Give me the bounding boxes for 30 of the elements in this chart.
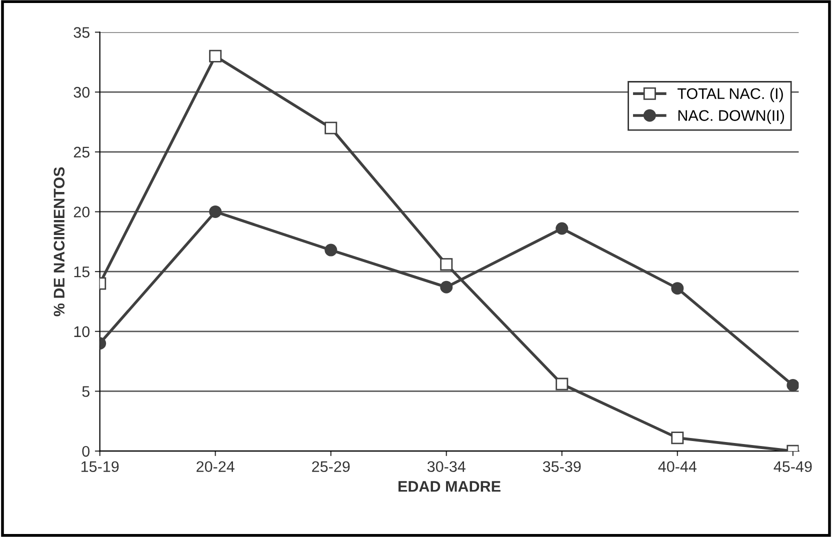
point	[556, 378, 568, 390]
x-tick-label: 40-44	[658, 461, 697, 472]
x-tick-label: 20-24	[196, 461, 234, 472]
y-tick-label: 0	[82, 446, 90, 457]
x-tick-label: 30-34	[427, 461, 466, 472]
x-tick-label: 35-39	[542, 461, 581, 472]
y-tick-label: 30	[74, 86, 90, 98]
point	[671, 432, 684, 444]
y-tick-label: 5	[82, 386, 90, 397]
y-tick-label: 20	[74, 206, 90, 218]
point	[209, 205, 222, 218]
point	[324, 122, 338, 134]
x-tick-label: 25-29	[312, 461, 350, 472]
point	[786, 379, 799, 392]
x-tick-label: 15-19	[81, 461, 119, 472]
x-axis-title: EDAD MADRE	[398, 481, 500, 492]
y-tick-label: 10	[74, 326, 90, 338]
x-tick-label: 45-49	[774, 461, 812, 472]
point	[556, 222, 568, 235]
legend-label: TOTAL NAC. (I)	[678, 88, 783, 102]
point	[324, 244, 338, 256]
y-tick-label: 25	[74, 146, 90, 158]
point	[209, 50, 222, 62]
point	[440, 280, 453, 294]
y-tick-label: 35	[74, 27, 90, 38]
y-axis-title: % DE NACIMIENTOS	[54, 167, 65, 316]
point	[671, 282, 684, 295]
legend-label: NAC. DOWN(II)	[678, 110, 784, 124]
point	[440, 258, 453, 271]
y-tick-label: 15	[74, 266, 90, 278]
